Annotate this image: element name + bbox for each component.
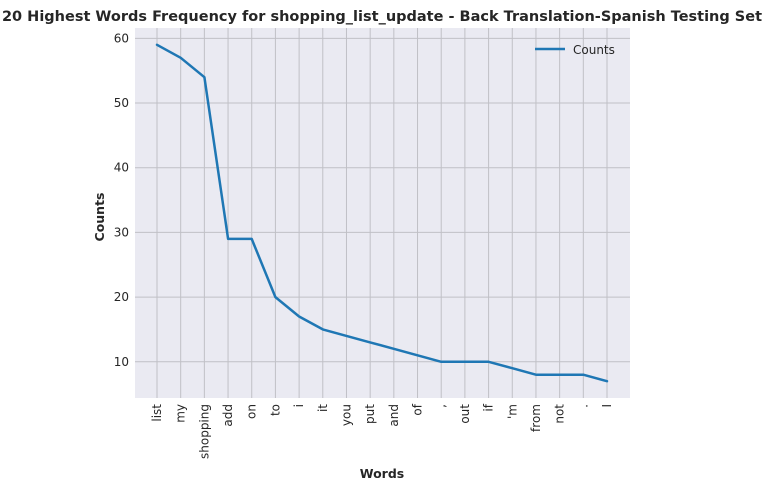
x-tick-label: not <box>553 404 567 424</box>
x-tick-label: , <box>434 404 448 408</box>
x-tick-label: it <box>316 404 330 412</box>
y-tick-label: 10 <box>114 355 129 369</box>
legend-label-counts: Counts <box>573 43 615 57</box>
x-tick-label: I <box>600 404 614 408</box>
x-tick-label: . <box>576 404 590 408</box>
x-tick-label: from <box>529 404 543 432</box>
x-tick-label: add <box>221 404 235 427</box>
x-tick-label: to <box>268 404 282 416</box>
y-tick-label: 20 <box>114 290 129 304</box>
y-tick-label: 40 <box>114 161 129 175</box>
plot-area <box>135 28 630 398</box>
x-tick-label: my <box>174 404 188 423</box>
grid-lines <box>135 28 630 398</box>
x-tick-label: of <box>411 403 425 415</box>
y-tick-label: 50 <box>114 96 129 110</box>
x-tick-label: list <box>150 404 164 422</box>
y-tick-label: 60 <box>114 31 129 45</box>
x-tick-label: i <box>292 404 306 407</box>
legend: Counts <box>535 43 615 57</box>
y-axis-label: Counts <box>92 193 107 242</box>
x-tick-label: out <box>458 404 472 424</box>
x-tick-label: put <box>363 404 377 424</box>
x-tick-label: you <box>339 404 353 426</box>
x-tick-label: on <box>245 404 259 419</box>
y-tick-label: 30 <box>114 225 129 239</box>
x-tick-labels: list my shopping add on to i it you put and of, out i… <box>150 403 614 459</box>
x-axis-label: Words <box>360 466 404 481</box>
series-line-counts <box>155 43 609 383</box>
y-tick-labels: 10 20 30 40 50 60 <box>114 31 129 368</box>
x-tick-label: 'm <box>505 404 519 419</box>
series-layer <box>155 43 609 383</box>
x-tick-label: shopping <box>197 404 211 459</box>
x-tick-label: if <box>482 403 496 411</box>
chart-title: 20 Highest Words Frequency for shopping_… <box>2 9 762 25</box>
x-tick-label: and <box>387 404 401 427</box>
